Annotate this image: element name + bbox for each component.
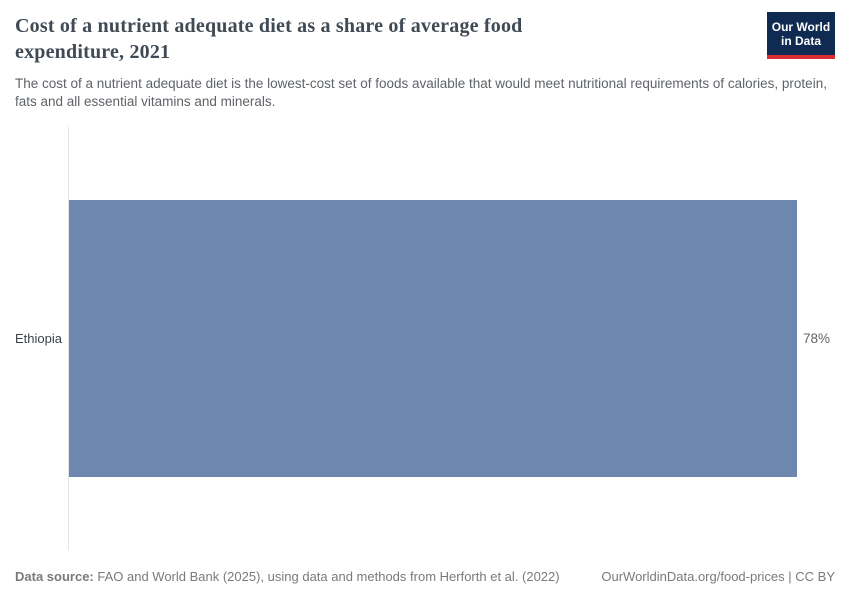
owid-logo-line1: Our World	[771, 19, 831, 34]
category-label-ethiopia: Ethiopia	[15, 331, 62, 346]
data-source-text: FAO and World Bank (2025), using data an…	[93, 569, 560, 584]
plot-area	[69, 200, 797, 477]
data-source-label: Data source:	[15, 569, 94, 584]
footer-license-link[interactable]: OurWorldinData.org/food-prices | CC BY	[601, 569, 835, 584]
owid-logo-line2: in Data	[780, 33, 821, 48]
value-label-ethiopia: 78%	[803, 331, 831, 346]
y-axis-line	[68, 127, 69, 550]
bar-ethiopia[interactable]	[69, 200, 797, 477]
chart-subtitle: The cost of a nutrient adequate diet is …	[15, 76, 827, 109]
owid-logo[interactable]: Our World in Data	[767, 12, 835, 59]
chart-title: Cost of a nutrient adequate diet as a sh…	[15, 15, 523, 63]
data-source-note: Data source: FAO and World Bank (2025), …	[15, 569, 560, 585]
